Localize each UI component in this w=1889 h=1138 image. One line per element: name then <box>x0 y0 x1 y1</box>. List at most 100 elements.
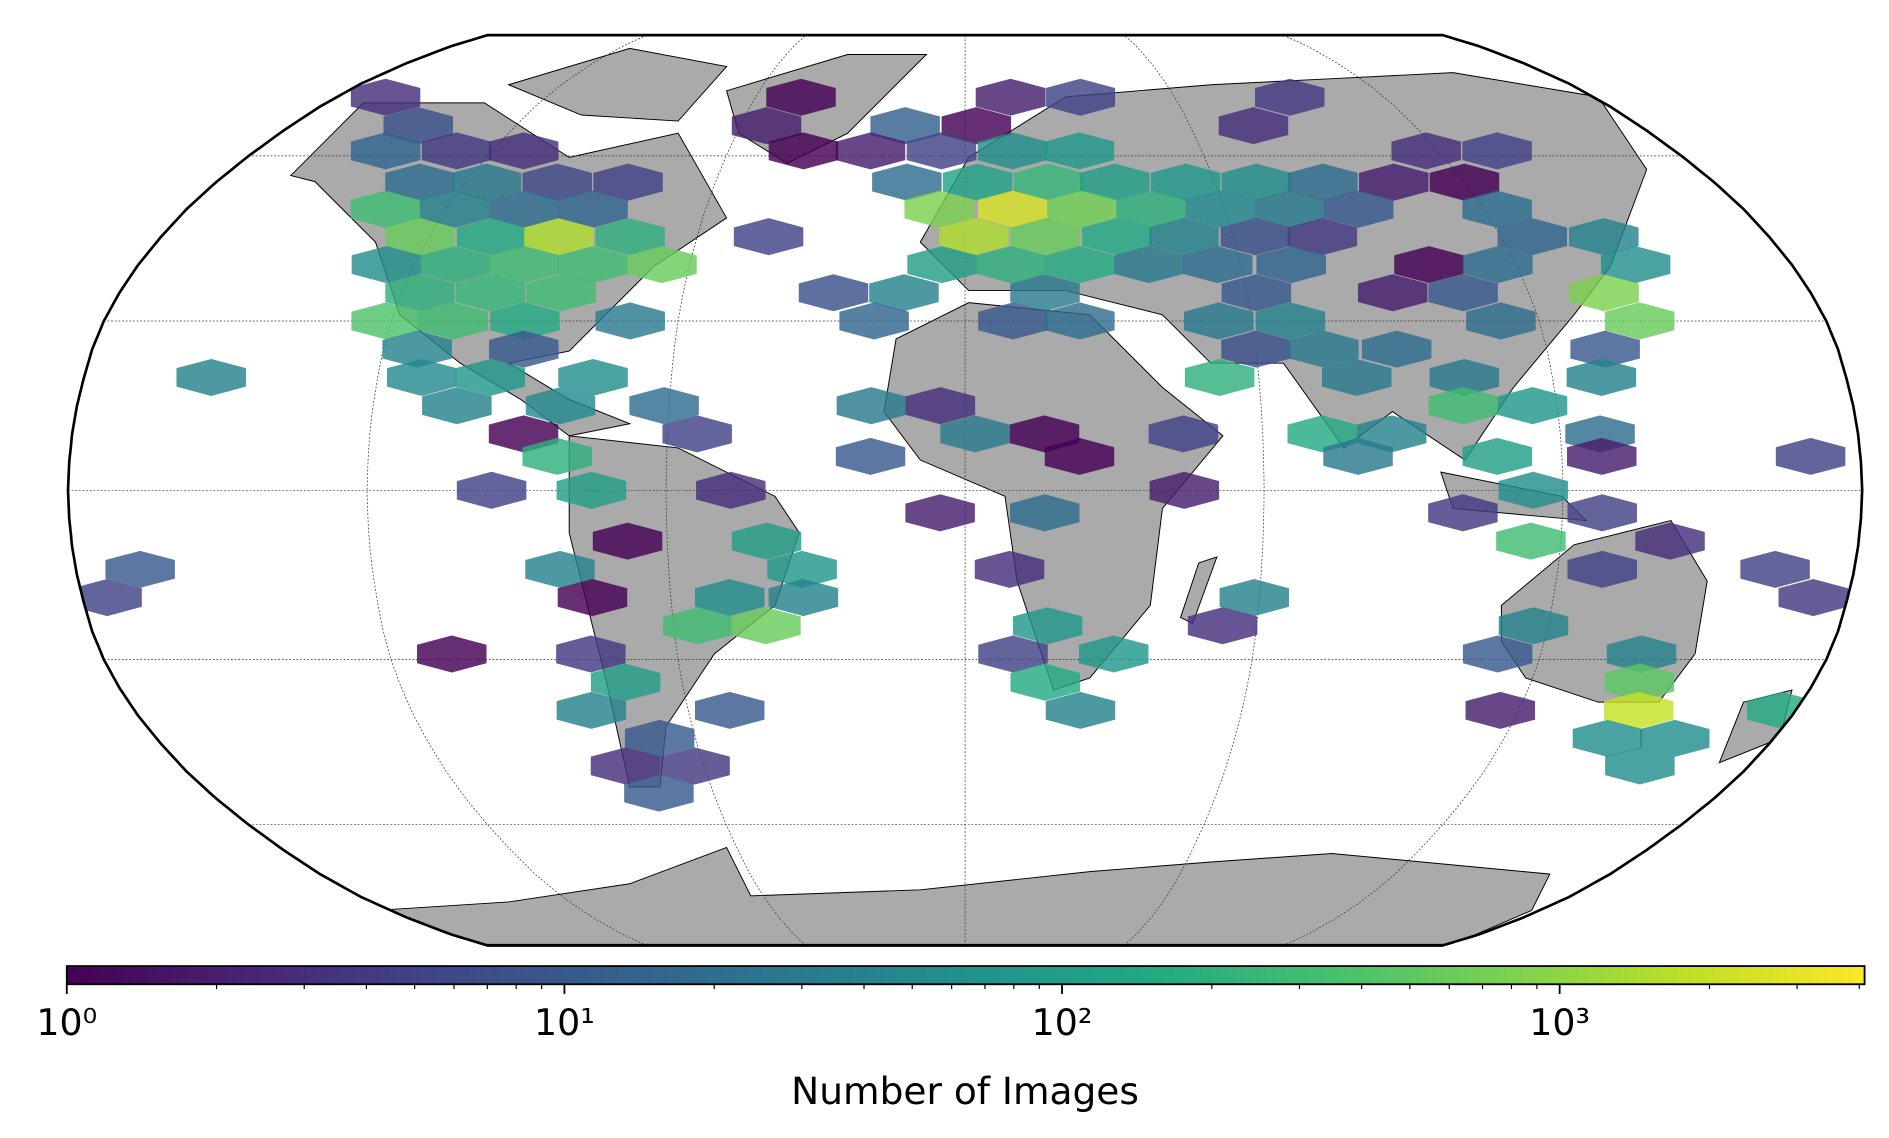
hexbin <box>422 387 492 425</box>
hexbin <box>418 302 488 340</box>
hexbin <box>1497 387 1568 425</box>
hexbin <box>1567 550 1637 588</box>
hexbin <box>1462 635 1533 673</box>
hexbin <box>1775 437 1846 475</box>
hexbin <box>385 163 455 201</box>
hexbin <box>595 302 665 340</box>
hexbin <box>1567 494 1637 532</box>
hexbin <box>1289 330 1359 368</box>
hexbin <box>1429 163 1500 201</box>
hexbin <box>1148 415 1219 453</box>
hexbin <box>1150 163 1221 201</box>
hexbin <box>556 691 627 729</box>
hexbin <box>385 218 455 256</box>
hexbin <box>1045 691 1116 729</box>
hexbin <box>1635 522 1705 560</box>
hexbin <box>1496 522 1566 560</box>
hexbin <box>1218 107 1289 145</box>
hexbin <box>906 132 977 170</box>
meridian <box>1124 35 1265 946</box>
hexbin <box>1045 78 1116 116</box>
hexbin <box>489 246 559 284</box>
hexbin <box>1047 190 1117 228</box>
hexbin <box>1603 691 1674 729</box>
hexbin <box>624 719 695 757</box>
hexbin <box>387 358 457 396</box>
colorbar-tick-label: 10³ <box>1529 1001 1590 1044</box>
hexbin <box>456 471 527 509</box>
hexbin <box>1010 218 1081 256</box>
hexbin <box>839 302 909 340</box>
hexbin <box>766 78 836 116</box>
arctic-islands <box>507 47 728 122</box>
hexbin <box>1323 190 1394 228</box>
hexbin <box>1740 550 1810 588</box>
hexbin <box>798 274 869 312</box>
hexbin <box>558 246 628 284</box>
hexbin <box>1220 218 1291 256</box>
hexbin <box>1394 246 1464 284</box>
hexbin <box>869 274 939 312</box>
hexbin <box>419 190 490 228</box>
hexbin <box>1013 163 1083 201</box>
hexbin <box>557 579 628 617</box>
colorbar-tick-label: 10⁰ <box>36 1001 97 1044</box>
hexbin <box>1080 163 1150 201</box>
hexbin <box>1391 132 1461 170</box>
hexbin <box>905 494 975 532</box>
hexbin <box>1428 274 1498 312</box>
antarctica <box>375 846 1551 945</box>
hexbin <box>976 246 1046 284</box>
hexbin <box>1288 163 1358 201</box>
hexbin <box>105 550 175 588</box>
hexbin <box>1604 302 1675 340</box>
hexbin <box>1640 719 1710 757</box>
hexbin <box>1569 274 1639 312</box>
hexbin <box>629 387 699 425</box>
hexbin <box>978 635 1048 673</box>
hexbin <box>1044 132 1115 170</box>
colorbar: 10⁰ 10¹ 10² 10³ <box>36 965 1866 1044</box>
meridian <box>665 35 807 946</box>
hexbin <box>1221 330 1291 368</box>
hexbin <box>1221 163 1292 201</box>
hexbin <box>660 747 730 785</box>
colorbar-tick-label: 10² <box>1032 1001 1093 1044</box>
hexbin <box>1045 302 1115 340</box>
hexbin <box>662 415 732 453</box>
colorbar-label: Number of Images <box>791 1069 1139 1113</box>
hexbin <box>977 190 1048 228</box>
hexbin <box>556 635 626 673</box>
hexbin <box>835 132 906 170</box>
hexbin <box>1604 663 1675 701</box>
hexbin <box>694 579 765 617</box>
hexbin <box>1184 358 1255 396</box>
hexbin <box>974 550 1045 588</box>
hexbin <box>1321 358 1392 396</box>
hexbin <box>421 132 492 170</box>
hexbin <box>1185 190 1256 228</box>
hexbin <box>592 522 663 560</box>
map-frame <box>66 33 1864 947</box>
hexbin <box>975 78 1046 116</box>
hexbin <box>1256 246 1326 284</box>
hexbin <box>731 107 802 145</box>
hexbin <box>1572 719 1643 757</box>
hexbin <box>768 579 839 617</box>
hexbin <box>558 358 628 396</box>
hexbin <box>1569 218 1639 256</box>
hexbin <box>624 774 694 812</box>
hexbin <box>1255 302 1326 340</box>
hexbin <box>1465 691 1536 729</box>
hexbin <box>1429 358 1500 396</box>
hexbin <box>942 163 1013 201</box>
hexbin <box>350 78 421 116</box>
hexbin <box>1466 302 1536 340</box>
hexbin <box>1428 387 1499 425</box>
hexbin <box>455 358 526 396</box>
hexbin <box>1219 579 1290 617</box>
hexbin <box>1183 302 1254 340</box>
hexbin <box>522 437 592 475</box>
hexbin <box>556 471 627 509</box>
